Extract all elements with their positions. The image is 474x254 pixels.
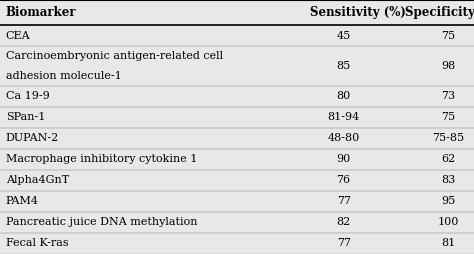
Text: 75-85: 75-85 <box>432 133 464 144</box>
Text: 83: 83 <box>441 176 455 185</box>
Text: 76: 76 <box>337 176 351 185</box>
Text: Ca 19-9: Ca 19-9 <box>6 91 49 101</box>
Text: CEA: CEA <box>6 31 30 41</box>
Text: 45: 45 <box>337 31 351 41</box>
Text: 95: 95 <box>441 196 455 207</box>
Text: Fecal K-ras: Fecal K-ras <box>6 239 68 248</box>
Text: DUPAN-2: DUPAN-2 <box>6 133 59 144</box>
Text: 100: 100 <box>437 217 459 228</box>
Text: 77: 77 <box>337 239 351 248</box>
Text: Alpha4GnT: Alpha4GnT <box>6 176 69 185</box>
Text: Specificity (%): Specificity (%) <box>405 6 474 19</box>
Text: SPan-1: SPan-1 <box>6 112 45 122</box>
Text: Pancreatic juice DNA methylation: Pancreatic juice DNA methylation <box>6 217 197 228</box>
Text: Sensitivity (%): Sensitivity (%) <box>310 6 406 19</box>
Text: 75: 75 <box>441 112 455 122</box>
Text: 85: 85 <box>337 61 351 71</box>
Text: 82: 82 <box>337 217 351 228</box>
Text: 90: 90 <box>337 154 351 164</box>
Text: 73: 73 <box>441 91 455 101</box>
Text: PAM4: PAM4 <box>6 196 39 207</box>
Text: 77: 77 <box>337 196 351 207</box>
Text: 48-80: 48-80 <box>328 133 360 144</box>
Text: Carcinoembryonic antigen-related cell: Carcinoembryonic antigen-related cell <box>6 52 223 61</box>
Text: 75: 75 <box>441 31 455 41</box>
Text: 80: 80 <box>337 91 351 101</box>
Text: 81: 81 <box>441 239 455 248</box>
Text: 98: 98 <box>441 61 455 71</box>
Text: Macrophage inhibitory cytokine 1: Macrophage inhibitory cytokine 1 <box>6 154 197 164</box>
Text: 62: 62 <box>441 154 455 164</box>
Text: Biomarker: Biomarker <box>6 6 76 19</box>
Text: adhesion molecule-1: adhesion molecule-1 <box>6 71 121 81</box>
Text: 81-94: 81-94 <box>328 112 360 122</box>
